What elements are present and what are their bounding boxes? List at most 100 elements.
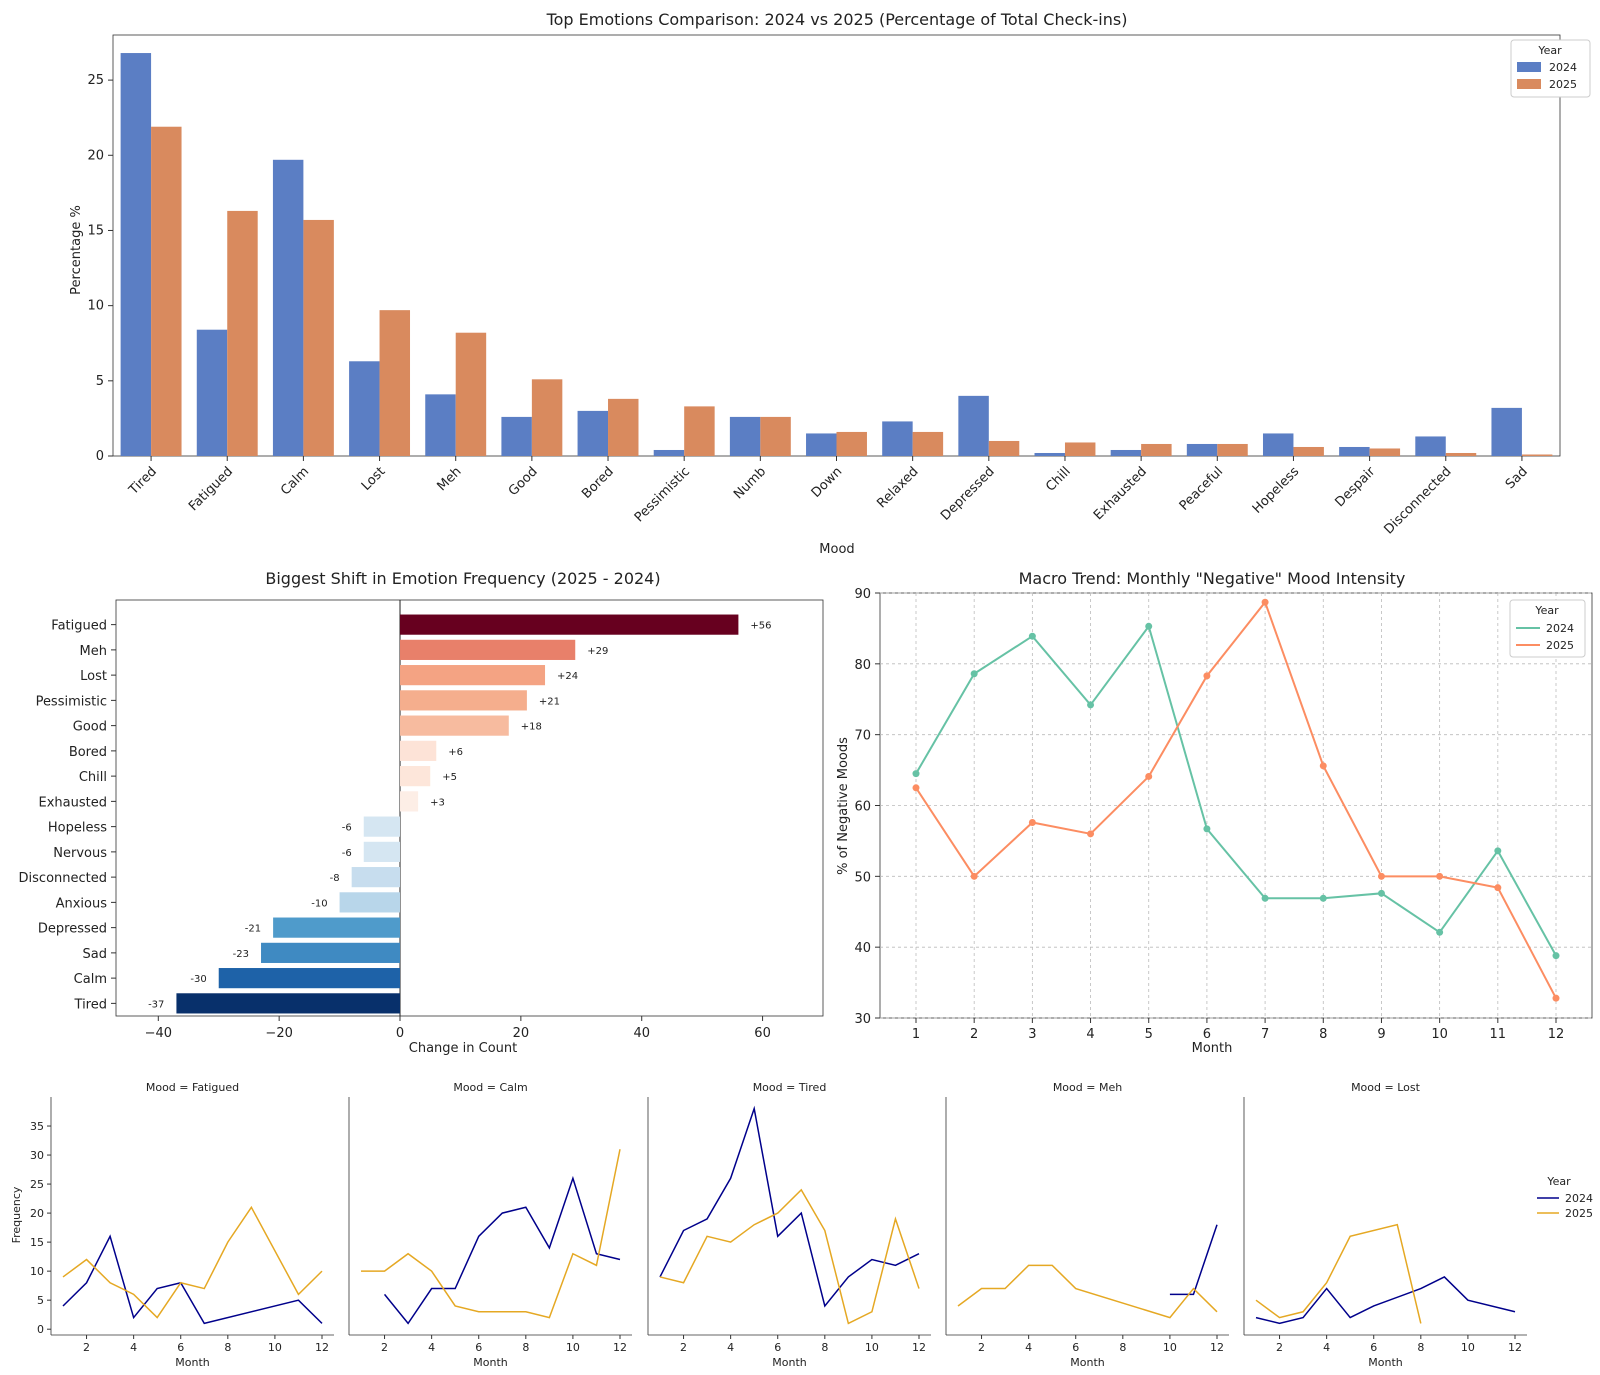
chart2-xtick-label: 0 bbox=[396, 1026, 404, 1041]
macro-trend-line-chart: Macro Trend: Monthly "Negative" Mood Int… bbox=[836, 569, 1593, 1056]
chart1-xtick-label: Fatigued bbox=[186, 464, 236, 514]
chart1-bar-2024 bbox=[120, 53, 152, 457]
chart4-facet-title: Mood = Meh bbox=[1053, 1081, 1122, 1094]
chart2-bar bbox=[400, 740, 437, 761]
chart4-xtick-label: 8 bbox=[224, 1341, 231, 1354]
chart2-category-label: Disconnected bbox=[19, 871, 107, 886]
chart2-bar bbox=[400, 665, 546, 686]
chart3-point-2024 bbox=[1552, 952, 1560, 960]
chart1-xtick-label: Relaxed bbox=[874, 464, 921, 511]
chart4-line-2024 bbox=[383, 1175, 621, 1325]
chart2-category-label: Calm bbox=[74, 972, 107, 987]
chart4-facet-title: Mood = Lost bbox=[1351, 1081, 1421, 1094]
chart1-xtick-label: Down bbox=[809, 464, 846, 501]
chart3-ytick-label: 70 bbox=[854, 729, 871, 744]
chart4-legend-title: Year bbox=[1546, 1175, 1571, 1188]
chart4-line-2024 bbox=[62, 1234, 323, 1325]
chart3-xtick-label: 9 bbox=[1377, 1027, 1385, 1042]
chart1-bar-2025 bbox=[836, 431, 867, 456]
chart1-ytick-label: 25 bbox=[87, 73, 104, 88]
chart4-xlabel: Month bbox=[175, 1356, 210, 1369]
chart2-category-label: Good bbox=[73, 720, 107, 735]
chart3-point-2024 bbox=[1436, 928, 1444, 936]
chart3-ytick-label: 90 bbox=[854, 587, 871, 602]
chart4-xtick-label: 2 bbox=[978, 1341, 985, 1354]
chart2-data-label: +29 bbox=[587, 646, 608, 657]
chart3-point-2025 bbox=[1145, 772, 1153, 780]
chart3-xtick-label: 6 bbox=[1203, 1027, 1211, 1042]
chart3-ylabel: % of Negative Moods bbox=[836, 737, 851, 875]
chart1-bar-2025 bbox=[531, 379, 563, 456]
chart2-bar bbox=[363, 841, 401, 862]
chart4-legend-label: 2024 bbox=[1565, 1192, 1593, 1205]
chart3-point-2024 bbox=[912, 770, 920, 778]
chart2-xtick-label: 20 bbox=[513, 1026, 530, 1041]
chart2-data-label: -10 bbox=[311, 898, 327, 909]
chart4-line-2025 bbox=[957, 1264, 1218, 1319]
chart4-xtick-label: 12 bbox=[1508, 1341, 1522, 1354]
chart4-xtick-label: 6 bbox=[1370, 1341, 1377, 1354]
chart1-bar-2025 bbox=[1141, 443, 1172, 456]
chart4-ytick-label: 0 bbox=[37, 1323, 44, 1336]
chart2-bar bbox=[339, 892, 401, 913]
chart3-ytick-label: 80 bbox=[854, 658, 871, 673]
chart1-bar-2025 bbox=[1293, 446, 1324, 456]
chart2-xlabel: Change in Count bbox=[409, 1041, 518, 1056]
chart1-xtick-label: Good bbox=[506, 464, 541, 499]
chart4-line-2024 bbox=[659, 1105, 920, 1308]
chart1-bar-2025 bbox=[1064, 442, 1096, 456]
chart3-point-2024 bbox=[1028, 632, 1036, 640]
chart4-xlabel: Month bbox=[772, 1356, 807, 1369]
chart4-xtick-label: 4 bbox=[1025, 1341, 1032, 1354]
chart3-xlabel: Month bbox=[1192, 1041, 1233, 1056]
chart4-xtick-label: 12 bbox=[1210, 1341, 1224, 1354]
chart1-bar-2024 bbox=[577, 410, 609, 456]
chart2-category-label: Depressed bbox=[38, 922, 107, 937]
chart3-point-2025 bbox=[1552, 994, 1560, 1002]
chart2-bar bbox=[261, 942, 401, 963]
grouped-bar-chart: Top Emotions Comparison: 2024 vs 2025 (P… bbox=[69, 10, 1591, 557]
chart2-bar bbox=[400, 639, 576, 660]
chart3-point-2024 bbox=[1261, 894, 1269, 902]
chart3-point-2025 bbox=[1377, 872, 1385, 880]
chart3-point-2025 bbox=[1028, 819, 1036, 826]
chart1-bar-2024 bbox=[653, 449, 685, 456]
chart4-xtick-label: 4 bbox=[1323, 1341, 1330, 1354]
chart3-legend-label: 2025 bbox=[1546, 639, 1574, 652]
chart1-ytick-label: 15 bbox=[87, 223, 104, 238]
chart4-xlabel: Month bbox=[473, 1356, 508, 1369]
chart4-xtick-label: 8 bbox=[1119, 1341, 1126, 1354]
chart1-bar-2024 bbox=[425, 394, 456, 456]
chart4-ytick-label: 25 bbox=[30, 1178, 44, 1191]
chart3-point-2024 bbox=[1377, 889, 1385, 897]
chart3-legend-box bbox=[1509, 599, 1586, 658]
chart1-bar-2025 bbox=[379, 310, 411, 456]
chart2-data-label: +6 bbox=[448, 747, 463, 758]
chart4-xtick-label: 2 bbox=[680, 1341, 687, 1354]
chart1-xtick-label: Numb bbox=[731, 464, 769, 502]
chart2-data-label: -6 bbox=[342, 848, 352, 859]
chart1-xtick-label: Calm bbox=[278, 464, 312, 498]
chart2-category-label: Chill bbox=[79, 770, 107, 785]
chart2-data-label: -21 bbox=[245, 924, 261, 935]
chart3-line-2024 bbox=[915, 624, 1557, 957]
chart2-category-label: Bored bbox=[69, 745, 107, 760]
chart4-xtick-label: 10 bbox=[566, 1341, 580, 1354]
chart1-bar-2024 bbox=[1262, 433, 1294, 456]
chart1-bar-2025 bbox=[988, 440, 1020, 456]
facet-line-charts: Frequency Mood = Fatigued 2 4 6 8 10 12 Month 0 5… bbox=[10, 1081, 1593, 1369]
chart4-xlabel: Month bbox=[1070, 1356, 1105, 1369]
chart1-bar-2025 bbox=[227, 210, 258, 456]
chart1-xlabel: Mood bbox=[819, 542, 854, 557]
chart4-line-2025 bbox=[361, 1149, 621, 1319]
chart4-xtick-label: 4 bbox=[428, 1341, 435, 1354]
shift-bar-chart: Biggest Shift in Emotion Frequency (2025… bbox=[19, 569, 824, 1056]
chart2-bar bbox=[351, 867, 401, 888]
chart1-legend-label: 2024 bbox=[1549, 61, 1577, 74]
chart2-data-label: +21 bbox=[539, 696, 560, 707]
chart1-bar-2025 bbox=[1521, 454, 1553, 456]
chart3-xtick-label: 2 bbox=[970, 1027, 978, 1042]
chart4-line-2024 bbox=[1169, 1224, 1218, 1296]
chart2-bar bbox=[400, 614, 739, 635]
chart3-point-2025 bbox=[1203, 672, 1211, 680]
